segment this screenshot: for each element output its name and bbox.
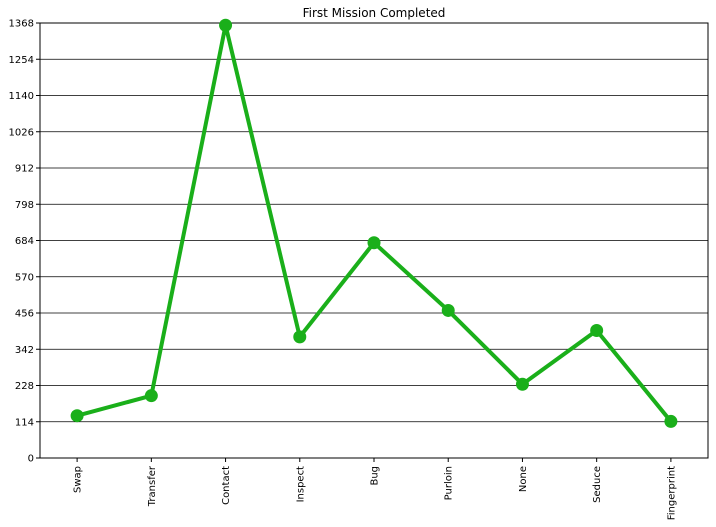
x-tick-label: None xyxy=(518,466,529,492)
x-tick-label: Seduce xyxy=(592,466,603,503)
data-point xyxy=(144,389,158,403)
data-point xyxy=(293,330,307,344)
data-point xyxy=(515,377,529,391)
x-tick-label: Swap xyxy=(73,466,84,493)
series xyxy=(70,18,678,428)
data-point xyxy=(441,303,455,317)
gridlines xyxy=(40,22,708,423)
series-line xyxy=(76,24,673,423)
x-tick-label: Transfer xyxy=(147,465,158,507)
data-point xyxy=(590,323,604,337)
y-tick-label: 0 xyxy=(28,454,34,465)
x-tick-label: Contact xyxy=(221,466,232,505)
y-axis-ticks: 0 114 228 342 456 570 684 798 912 1026 1140 1254 136… xyxy=(9,19,40,465)
x-tick-label: Purloin xyxy=(444,466,455,500)
y-tick-label: 912 xyxy=(15,164,34,175)
y-tick-label: 1254 xyxy=(9,55,34,66)
y-tick-label: 456 xyxy=(15,309,34,320)
y-tick-label: 228 xyxy=(15,381,34,392)
y-tick-label: 1026 xyxy=(9,127,34,138)
y-tick-label: 1368 xyxy=(9,19,34,30)
y-tick-label: 342 xyxy=(15,345,34,356)
y-tick-label: 114 xyxy=(15,417,34,428)
y-tick-label: 570 xyxy=(15,272,34,283)
x-axis-ticks: Swap Transfer Contact Inspect Bug Purloin None… xyxy=(73,458,677,520)
data-point xyxy=(70,409,84,423)
y-tick-label: 1140 xyxy=(9,91,34,102)
data-point xyxy=(664,414,678,428)
data-point xyxy=(367,236,381,250)
chart-title: First Mission Completed xyxy=(303,6,446,20)
data-point xyxy=(219,18,233,32)
x-tick-label: Fingerprint xyxy=(666,466,677,520)
x-tick-label: Bug xyxy=(370,466,381,486)
y-tick-label: 684 xyxy=(15,236,34,247)
y-tick-label: 798 xyxy=(15,200,34,211)
x-tick-label: Inspect xyxy=(295,466,306,502)
